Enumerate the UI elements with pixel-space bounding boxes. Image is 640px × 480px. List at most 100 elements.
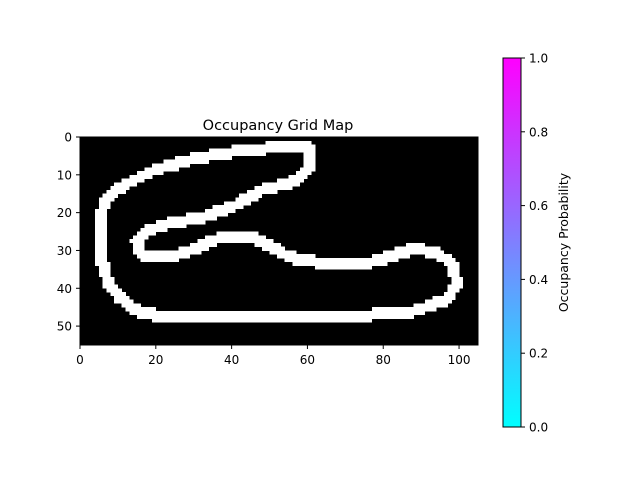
occupied-cell [174,167,179,172]
occupied-cell [106,205,111,210]
occupied-cell [288,148,293,153]
occupied-cell [205,152,210,157]
occupied-cell [394,310,399,316]
occupied-cell [405,250,411,255]
occupied-cell [368,310,373,316]
occupied-cell [303,155,308,160]
occupied-cell [235,197,240,202]
occupied-cell [193,212,198,217]
occupied-cell [197,159,202,164]
occupied-cell [455,280,460,285]
occupied-cell [208,310,213,316]
occupied-cell [447,295,452,300]
occupied-cell [390,307,395,312]
occupied-cell [356,310,361,316]
occupied-cell [98,235,104,240]
occupied-cell [333,318,339,323]
occupied-cell [284,144,289,149]
occupied-cell [443,295,448,300]
occupied-cell [224,208,229,213]
occupied-cell [121,303,126,308]
occupied-cell [140,242,145,247]
occupied-cell [148,314,153,319]
occupied-cell [227,314,232,319]
occupied-cell [296,258,301,263]
occupied-cell [432,303,437,308]
occupied-cell [163,254,168,259]
occupied-cell [102,250,107,255]
occupied-cell [102,284,107,289]
occupied-cell [394,246,399,251]
occupied-cell [98,254,104,259]
occupied-cell [265,242,270,247]
occupied-cell [114,295,119,300]
occupied-cell [337,265,342,270]
occupied-cell [235,201,240,206]
occupied-cell [197,318,202,323]
occupied-cell [114,292,119,297]
occupied-cell [443,303,448,308]
occupied-cell [315,265,320,270]
occupied-cell [144,167,149,172]
occupied-cell [311,159,316,164]
occupied-cell [383,314,388,319]
occupied-cell [224,239,229,244]
occupied-cell [299,178,304,183]
occupied-cell [189,216,195,221]
occupied-cell [307,310,312,316]
occupied-cell [216,208,221,213]
occupied-cell [193,155,198,160]
occupied-cell [356,318,361,323]
occupied-cell [349,258,354,263]
occupied-cell [133,235,138,240]
occupied-cell [405,254,411,259]
occupied-cell [333,310,339,316]
occupied-cell [189,250,195,255]
occupied-cell [296,140,301,145]
occupied-cell [129,299,134,304]
occupied-cell [114,193,119,198]
occupied-cell [341,318,346,323]
occupied-cell [193,310,198,316]
y-tick-label: 50 [57,320,72,334]
occupied-cell [106,261,111,266]
occupied-cell [159,254,164,259]
occupied-cell [254,318,259,323]
occupied-cell [178,216,183,221]
occupied-cell [170,216,176,221]
occupied-cell [265,318,270,323]
occupied-cell [136,171,141,176]
occupied-cell [102,269,107,274]
occupied-cell [205,314,210,319]
occupied-cell [231,208,236,213]
colorbar: 0.0 0.2 0.4 0.6 0.8 1.0 Occupancy Probability [502,52,571,435]
occupied-cell [170,258,176,263]
occupied-cell [246,314,251,319]
occupied-cell [140,250,145,255]
occupied-cell [299,254,304,259]
occupied-cell [121,186,126,191]
occupied-cell [163,159,168,164]
occupied-cell [163,220,168,225]
occupied-cell [159,314,164,319]
occupied-cell [296,254,301,259]
occupied-cell [182,220,187,225]
occupied-cell [258,186,263,191]
occupied-cell [387,254,392,259]
occupied-cell [394,254,399,259]
occupied-cell [292,314,297,319]
occupied-cell [174,220,179,225]
occupied-cell [95,223,100,229]
occupied-cell [170,159,176,164]
occupied-cell [235,235,240,240]
occupied-cell [277,250,282,255]
occupied-cell [106,265,111,270]
occupied-cell [443,299,448,304]
occupied-cell [398,250,403,255]
occupied-cell [326,318,331,323]
colorbar-tick-label: 0.6 [529,199,548,213]
occupied-cell [220,205,225,210]
occupied-cell [455,288,460,293]
occupied-cell [375,258,380,263]
occupied-cell [246,239,251,244]
